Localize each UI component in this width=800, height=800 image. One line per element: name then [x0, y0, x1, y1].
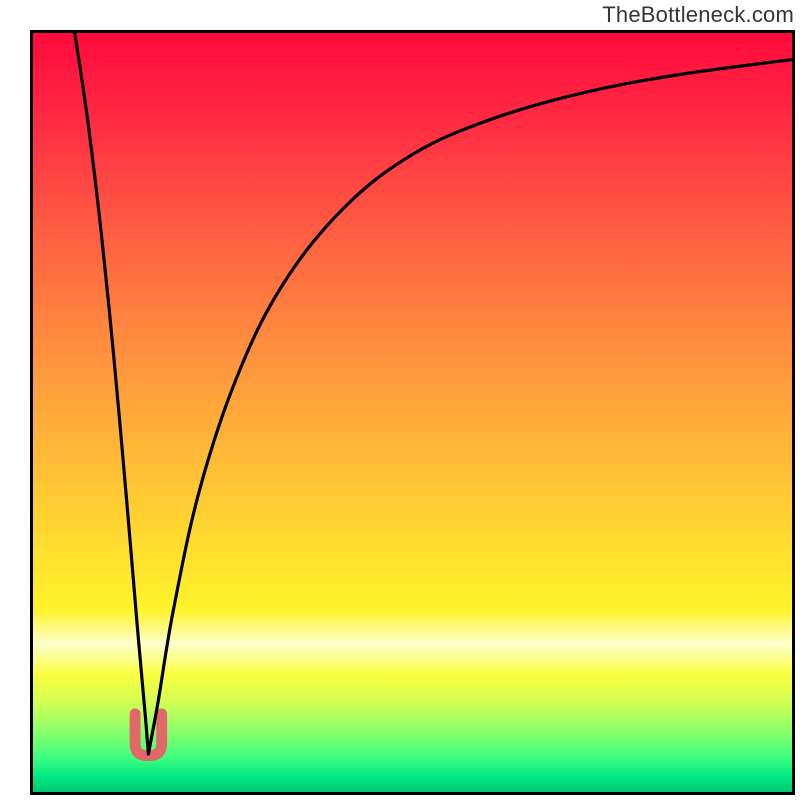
gradient-background: [33, 33, 792, 792]
plot-border: [30, 30, 795, 795]
watermark-text: TheBottleneck.com: [602, 2, 794, 28]
bottleneck-chart: TheBottleneck.com: [0, 0, 800, 800]
chart-svg: [33, 33, 792, 792]
